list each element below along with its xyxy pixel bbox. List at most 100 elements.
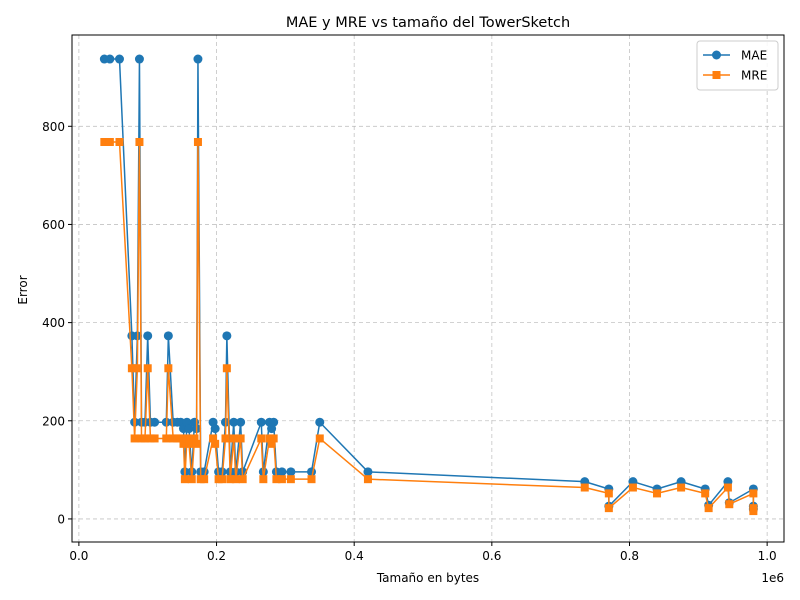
data-point-mae [193, 54, 203, 64]
data-point-mre [604, 489, 613, 498]
data-point-mre [231, 475, 240, 484]
y-axis-label: Error [16, 275, 30, 304]
data-point-mre [307, 475, 316, 484]
data-point-mre [192, 439, 201, 448]
data-point-mre [723, 483, 732, 492]
data-point-mre [277, 475, 286, 484]
data-point-mre [164, 364, 173, 373]
data-point-mre [267, 439, 276, 448]
data-point-mre [259, 475, 268, 484]
data-point-mre [209, 434, 218, 443]
data-point-mae [114, 54, 124, 64]
data-point-mae [277, 467, 287, 477]
data-point-mre [182, 434, 191, 443]
x-tick-label: 0.0 [69, 549, 88, 563]
data-point-mae [229, 417, 239, 427]
data-point-mre [190, 434, 199, 443]
data-point-mre [236, 434, 245, 443]
data-point-mre [749, 507, 758, 516]
data-point-mre [653, 489, 662, 498]
data-point-mae [210, 424, 220, 434]
y-tick-label: 400 [42, 316, 65, 330]
data-point-mre [100, 137, 109, 146]
data-point-mre [179, 439, 188, 448]
data-point-mre [140, 434, 149, 443]
data-point-mre [265, 434, 274, 443]
data-point-mre [226, 475, 235, 484]
data-point-mae [256, 417, 266, 427]
data-point-mae [222, 331, 232, 341]
data-point-mre [185, 439, 194, 448]
x-axis-offset-label: 1e6 [761, 571, 784, 585]
data-point-mre [363, 475, 372, 484]
chart-title: MAE y MRE vs tamaño del TowerSketch [286, 15, 570, 31]
data-point-mre [580, 483, 589, 492]
y-tick-label: 800 [42, 120, 65, 134]
x-tick-label: 0.2 [207, 549, 226, 563]
plot-frame [71, 34, 785, 543]
data-point-mre [604, 504, 613, 513]
x-tick-label: 0.4 [345, 549, 364, 563]
data-point-mre [749, 489, 758, 498]
data-point-mae [307, 467, 317, 477]
data-point-mre [162, 434, 171, 443]
data-point-mre [180, 475, 189, 484]
data-point-mre [218, 475, 227, 484]
grid [72, 35, 784, 542]
data-point-mae [134, 54, 144, 64]
data-point-mre [725, 500, 734, 509]
data-point-mae [150, 417, 160, 427]
data-point-mre [150, 434, 159, 443]
data-point-mre [105, 137, 114, 146]
x-tick-label: 1.0 [758, 549, 777, 563]
data-point-mre [229, 434, 238, 443]
data-point-mre [222, 364, 231, 373]
legend-label-mae: MAE [741, 49, 767, 63]
data-point-mre [315, 434, 324, 443]
y-tick-label: 0 [57, 512, 65, 526]
data-point-mre [130, 434, 139, 443]
data-point-mae [236, 417, 246, 427]
y-tick-label: 600 [42, 218, 65, 232]
data-point-mre [143, 364, 152, 373]
data-point-mre [221, 434, 230, 443]
data-point-mae [163, 331, 173, 341]
series-mre [100, 137, 758, 516]
legend-label-mre: MRE [741, 69, 767, 83]
data-point-mre [200, 475, 209, 484]
x-tick-label: 0.6 [482, 549, 501, 563]
data-point-mre [135, 137, 144, 146]
data-point-mre [628, 483, 637, 492]
data-point-mae [105, 54, 115, 64]
data-point-mre [169, 434, 178, 443]
legend-marker-mre [712, 71, 721, 79]
legend: MAE MRE [696, 40, 779, 91]
data-point-mre [176, 434, 185, 443]
data-point-mre [286, 475, 295, 484]
x-tick-label: 0.8 [620, 549, 639, 563]
data-point-mre [677, 483, 686, 492]
data-point-mae [184, 424, 194, 434]
data-point-mre [238, 475, 247, 484]
data-point-mae [269, 417, 279, 427]
data-point-mre [115, 137, 124, 146]
data-point-mre [133, 364, 142, 373]
data-point-mre [272, 475, 281, 484]
ticks: 0.0 0.2 0.4 0.6 0.8 1.0 0 200 400 600 800 [42, 120, 777, 563]
y-tick-label: 200 [42, 414, 65, 428]
data-point-mre [211, 439, 220, 448]
data-point-mae [315, 417, 325, 427]
data-point-mre [193, 137, 202, 146]
data-point-mre [269, 434, 278, 443]
x-axis-label: Tamaño en bytes [376, 571, 479, 585]
data-point-mre [146, 434, 155, 443]
legend-marker-mae [712, 50, 721, 60]
data-point-mae [363, 467, 373, 477]
data-point-mre [187, 475, 196, 484]
data-point-mre [704, 504, 713, 513]
data-point-mae [143, 331, 153, 341]
data-point-mre [127, 364, 136, 373]
data-point-mae [286, 467, 296, 477]
